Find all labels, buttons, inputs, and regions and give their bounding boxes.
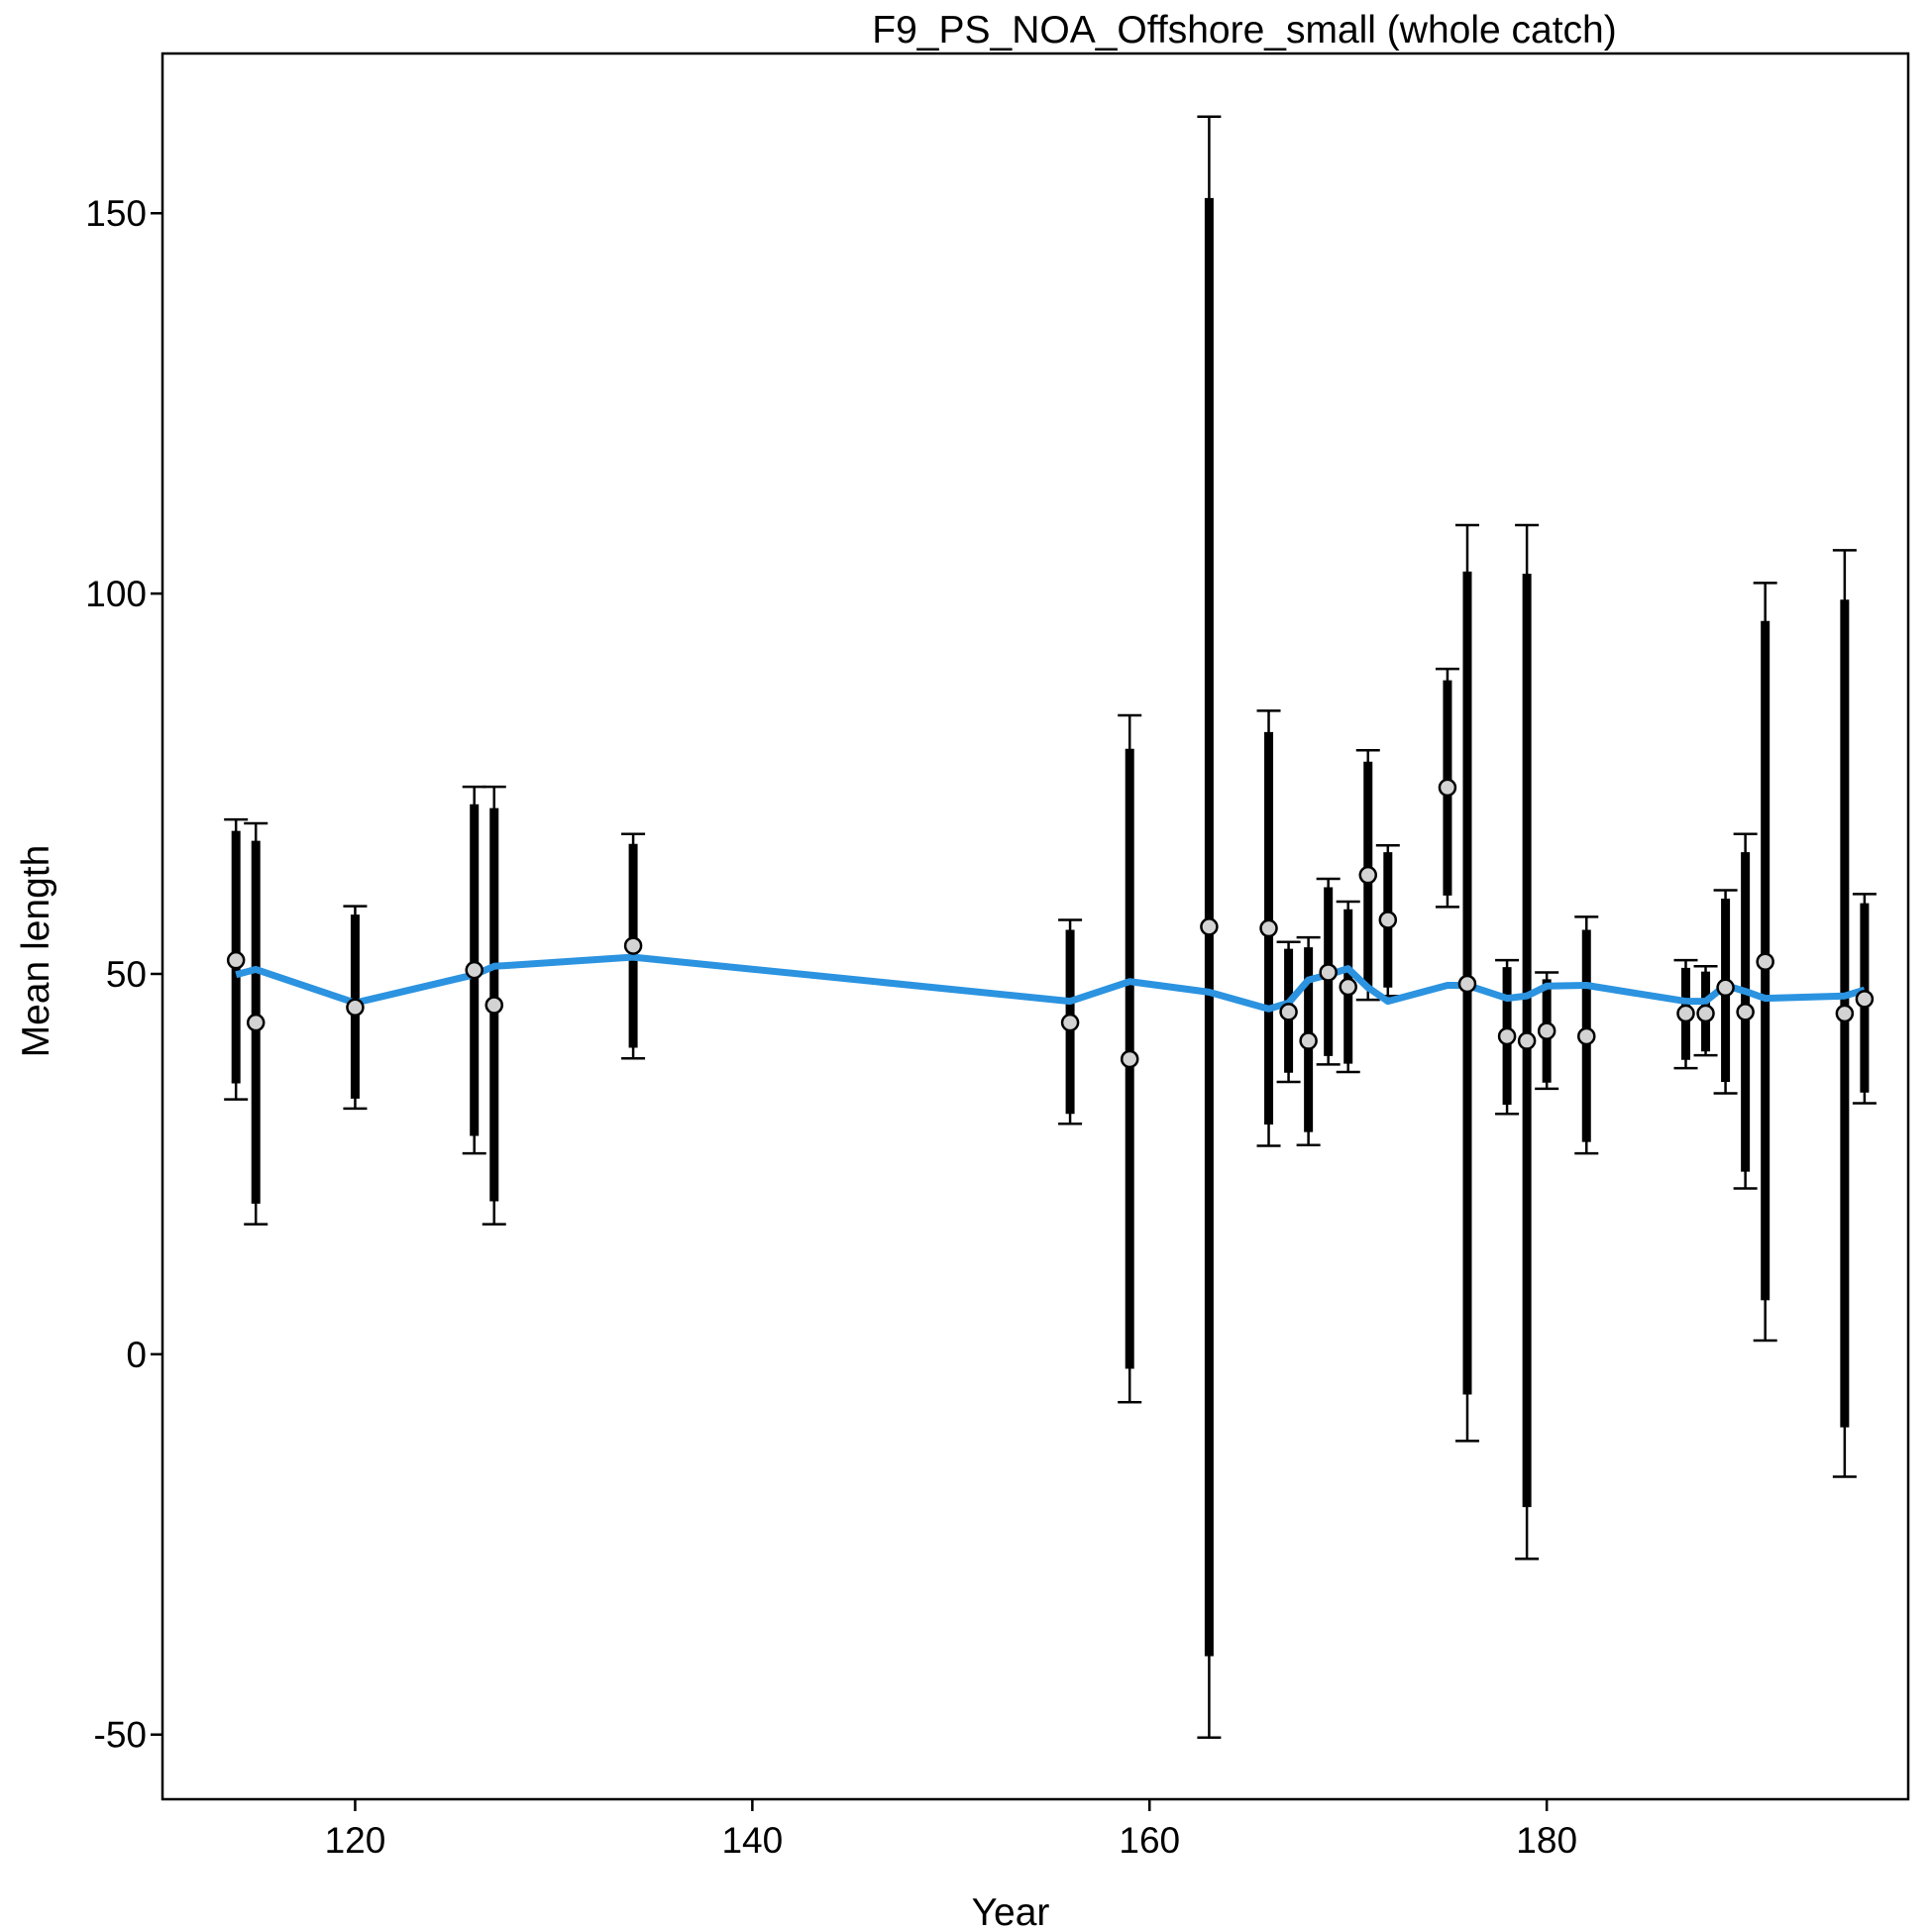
observed-point: [1457, 974, 1477, 994]
y-tick-label: -50: [94, 1715, 147, 1756]
observed-point: [1200, 917, 1219, 936]
observed-point: [1259, 918, 1278, 938]
observed-point: [1358, 865, 1378, 885]
observed-point: [1756, 952, 1774, 971]
observed-point: [1339, 977, 1357, 997]
x-axis: 120 140 160 180: [325, 1799, 1577, 1861]
observed-point: [1676, 1004, 1695, 1023]
y-axis-label: Mean length: [15, 845, 57, 1058]
y-tick-label: 0: [126, 1335, 147, 1375]
x-tick-label: 180: [1516, 1820, 1577, 1861]
observed-point: [1299, 1031, 1318, 1050]
y-axis: -50 0 50 100 150: [85, 193, 162, 1756]
expected-line: [235, 953, 1866, 1013]
observed-point: [1438, 778, 1457, 798]
observed-point: [1716, 978, 1735, 998]
observed-point: [1736, 1003, 1755, 1021]
observed-points: [226, 778, 1875, 1069]
expected-line-layer: [235, 953, 1866, 1013]
y-tick-label: 150: [85, 193, 147, 234]
observed-point: [1696, 1004, 1715, 1023]
y-tick-label: 50: [106, 954, 147, 995]
observed-point: [484, 996, 504, 1015]
chart-title: F9_PS_NOA_Offshore_small (whole catch): [872, 9, 1616, 52]
observed-point: [1120, 1049, 1139, 1069]
observed-point: [1378, 911, 1398, 929]
observed-point: [1537, 1021, 1556, 1040]
y-tick-label: 100: [85, 574, 147, 614]
observed-point: [1577, 1026, 1596, 1046]
observed-point: [246, 1013, 266, 1032]
observed-point: [623, 936, 643, 955]
x-tick-label: 160: [1119, 1820, 1180, 1861]
x-tick-label: 140: [721, 1820, 783, 1861]
x-tick-label: 120: [325, 1820, 386, 1861]
x-axis-label: Year: [972, 1891, 1050, 1932]
plot-frame: [161, 52, 1910, 1801]
observed-point: [346, 998, 365, 1018]
observed-point: [1279, 1003, 1298, 1021]
observed-point: [1855, 990, 1875, 1009]
observed-point: [1060, 1013, 1080, 1032]
observed-point: [1835, 1004, 1855, 1023]
observed-point: [1517, 1031, 1537, 1050]
observed-point: [1319, 963, 1338, 982]
observed-point: [1497, 1026, 1517, 1046]
observed-point: [226, 950, 246, 970]
observed-point: [465, 960, 483, 980]
